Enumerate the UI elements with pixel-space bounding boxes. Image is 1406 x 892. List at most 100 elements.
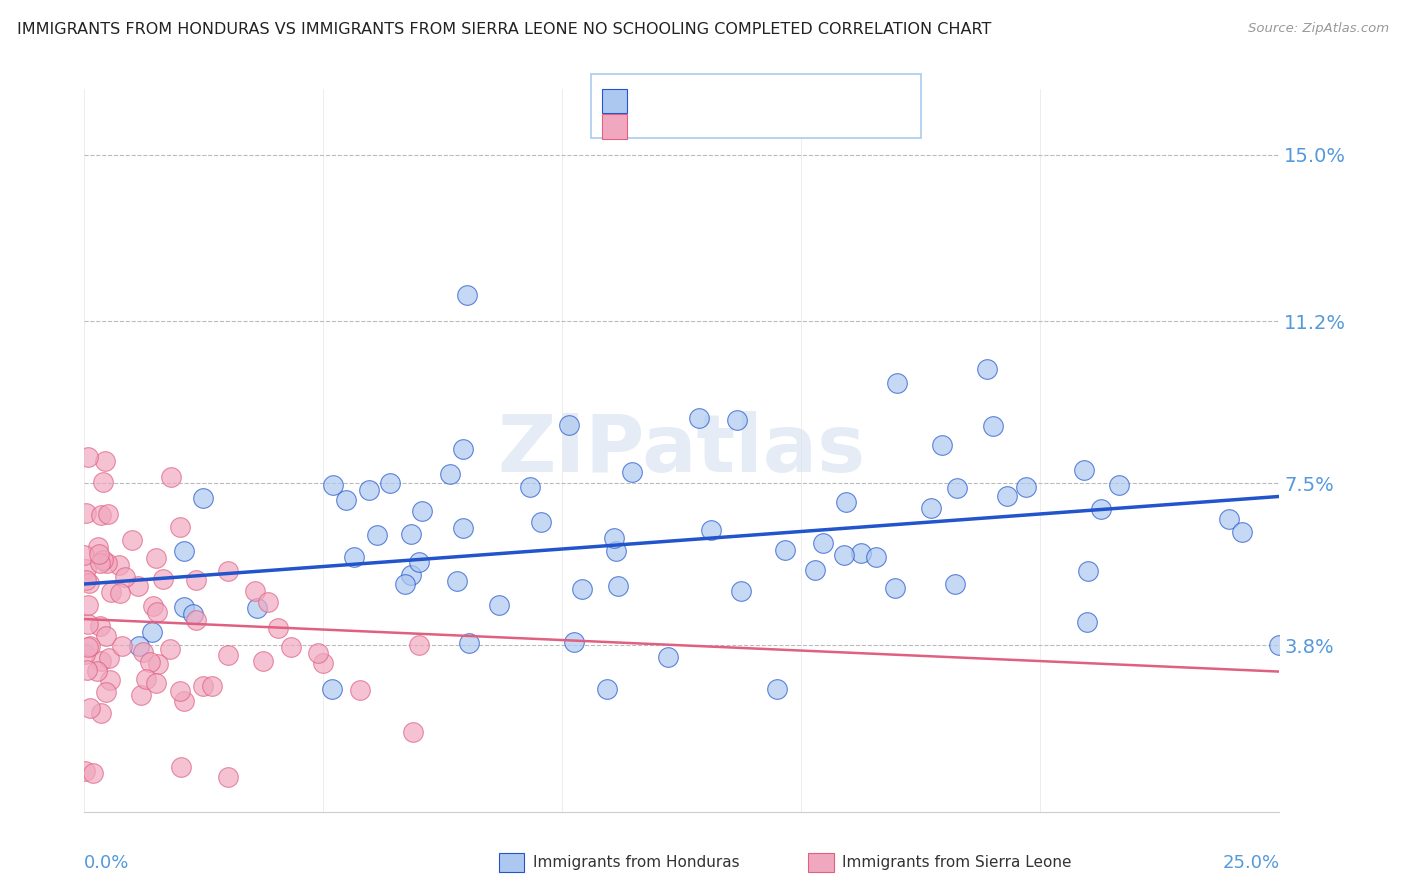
- Point: [145, 606, 167, 620]
- Point: [981, 419, 1004, 434]
- Point: [1268, 638, 1291, 652]
- Point: [173, 600, 195, 615]
- Point: [169, 760, 191, 774]
- Point: [169, 520, 191, 534]
- Point: [688, 410, 710, 425]
- Text: 0.0%: 0.0%: [84, 854, 129, 871]
- Text: Immigrants from Honduras: Immigrants from Honduras: [533, 855, 740, 870]
- Point: [267, 621, 290, 635]
- Point: [446, 574, 468, 588]
- Point: [321, 682, 343, 697]
- Point: [91, 475, 114, 489]
- Point: [399, 527, 422, 541]
- Point: [307, 646, 329, 660]
- Point: [976, 362, 998, 376]
- Point: [865, 549, 887, 564]
- Point: [399, 567, 422, 582]
- Point: [943, 577, 966, 591]
- Text: 25.0%: 25.0%: [1222, 854, 1279, 871]
- Point: [159, 642, 181, 657]
- Point: [90, 508, 112, 522]
- Point: [607, 579, 630, 593]
- Point: [79, 639, 101, 653]
- Point: [91, 552, 114, 566]
- Point: [77, 640, 100, 654]
- Point: [217, 770, 239, 784]
- Text: R = -0.069  N = 66: R = -0.069 N = 66: [638, 118, 818, 136]
- Point: [191, 679, 214, 693]
- Point: [252, 654, 274, 668]
- Point: [96, 629, 118, 643]
- Point: [132, 645, 155, 659]
- Point: [96, 685, 118, 699]
- Point: [519, 480, 541, 494]
- Point: [201, 679, 224, 693]
- Point: [335, 493, 357, 508]
- Point: [657, 649, 679, 664]
- Point: [145, 550, 167, 565]
- Point: [246, 600, 269, 615]
- Point: [145, 676, 167, 690]
- Point: [184, 613, 207, 627]
- Point: [488, 598, 510, 612]
- Point: [886, 376, 908, 390]
- Point: [127, 579, 149, 593]
- Point: [411, 504, 433, 518]
- Point: [75, 562, 97, 576]
- Point: [595, 682, 617, 697]
- Point: [1218, 511, 1240, 525]
- Point: [946, 481, 969, 495]
- Point: [530, 515, 553, 529]
- Point: [100, 585, 122, 599]
- Point: [128, 639, 150, 653]
- Text: Immigrants from Sierra Leone: Immigrants from Sierra Leone: [842, 855, 1071, 870]
- Point: [93, 454, 115, 468]
- Point: [169, 683, 191, 698]
- Point: [97, 507, 120, 521]
- Point: [766, 682, 789, 697]
- Point: [920, 501, 942, 516]
- Point: [451, 521, 474, 535]
- Point: [184, 573, 207, 587]
- Point: [1073, 463, 1095, 477]
- Point: [730, 584, 752, 599]
- Point: [90, 706, 112, 721]
- Point: [408, 638, 430, 652]
- Point: [243, 584, 266, 599]
- Point: [98, 673, 121, 687]
- Point: [82, 765, 104, 780]
- Point: [558, 418, 581, 433]
- Point: [89, 556, 111, 570]
- Point: [121, 533, 143, 548]
- Point: [773, 543, 796, 558]
- Point: [1230, 525, 1253, 540]
- Point: [173, 544, 195, 558]
- Point: [89, 619, 111, 633]
- Point: [146, 657, 169, 672]
- Point: [75, 506, 97, 520]
- Point: [108, 586, 131, 600]
- Point: [366, 528, 388, 542]
- Point: [849, 546, 872, 560]
- Point: [73, 548, 96, 562]
- Point: [152, 573, 174, 587]
- Point: [193, 491, 215, 506]
- Point: [86, 665, 108, 679]
- Point: [87, 540, 110, 554]
- Point: [456, 288, 478, 302]
- Point: [77, 450, 100, 465]
- Point: [96, 556, 118, 570]
- Point: [725, 413, 748, 427]
- Point: [135, 672, 157, 686]
- Point: [1090, 502, 1112, 516]
- Point: [159, 470, 181, 484]
- Point: [76, 598, 98, 612]
- Point: [931, 438, 953, 452]
- Point: [835, 495, 858, 509]
- Point: [884, 581, 907, 595]
- Point: [1077, 564, 1099, 578]
- Point: [90, 654, 112, 668]
- Point: [811, 535, 834, 549]
- Point: [97, 651, 120, 665]
- Point: [322, 477, 344, 491]
